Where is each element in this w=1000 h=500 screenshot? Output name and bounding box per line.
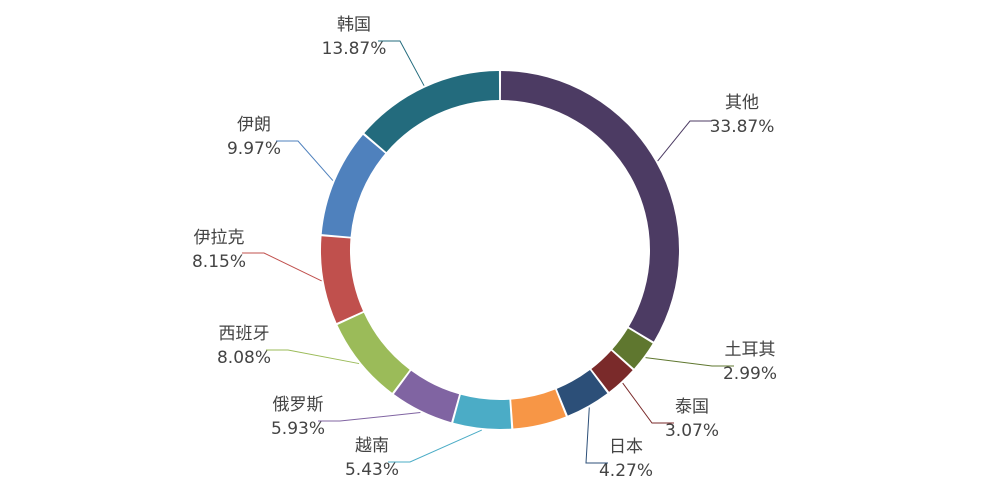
donut-slice[interactable] <box>591 350 633 392</box>
slice-percent-label: 5.93% <box>271 419 325 439</box>
donut-slice[interactable] <box>612 328 653 369</box>
leader-line <box>276 140 334 181</box>
slice-name-label: 伊拉克 <box>194 228 245 248</box>
donut-slice[interactable] <box>453 394 512 429</box>
donut-slice[interactable] <box>500 71 680 342</box>
donut-slice[interactable] <box>511 389 566 429</box>
leader-line <box>388 429 482 463</box>
leader-line <box>318 412 421 422</box>
leader-line <box>585 407 608 464</box>
slice-percent-label: 13.87% <box>322 39 387 59</box>
slice-percent-label: 9.97% <box>227 139 281 159</box>
leader-line <box>622 382 674 424</box>
slice-percent-label: 8.15% <box>192 252 246 272</box>
slice-name-label: 俄罗斯 <box>273 395 324 415</box>
donut-slice[interactable] <box>556 370 608 416</box>
leader-line <box>266 349 360 365</box>
leader-line <box>645 357 734 367</box>
slice-percent-label: 2.99% <box>723 364 777 384</box>
slice-percent-label: 33.87% <box>710 117 775 137</box>
leader-line <box>378 40 425 86</box>
slice-percent-label: 3.07% <box>665 421 719 441</box>
leader-line <box>657 120 712 162</box>
donut-slice[interactable] <box>364 71 500 153</box>
slice-percent-label: 4.27% <box>599 461 653 481</box>
slice-percent-label: 8.08% <box>217 348 271 368</box>
slice-name-label: 越南 <box>355 436 389 456</box>
donut-slice[interactable] <box>337 312 410 393</box>
slice-name-label: 泰国 <box>675 397 709 417</box>
slice-name-label: 日本 <box>609 437 643 457</box>
donut-slice[interactable] <box>393 370 460 423</box>
donut-slice[interactable] <box>320 236 364 323</box>
slice-name-label: 韩国 <box>337 15 371 35</box>
leader-line <box>242 252 322 282</box>
donut-slice[interactable] <box>321 134 386 237</box>
slice-name-label: 土耳其 <box>725 340 776 360</box>
slice-name-label: 伊朗 <box>237 115 271 135</box>
slice-name-label: 西班牙 <box>219 324 270 344</box>
slice-percent-label: 5.43% <box>345 460 399 480</box>
slice-name-label: 其他 <box>725 93 759 113</box>
